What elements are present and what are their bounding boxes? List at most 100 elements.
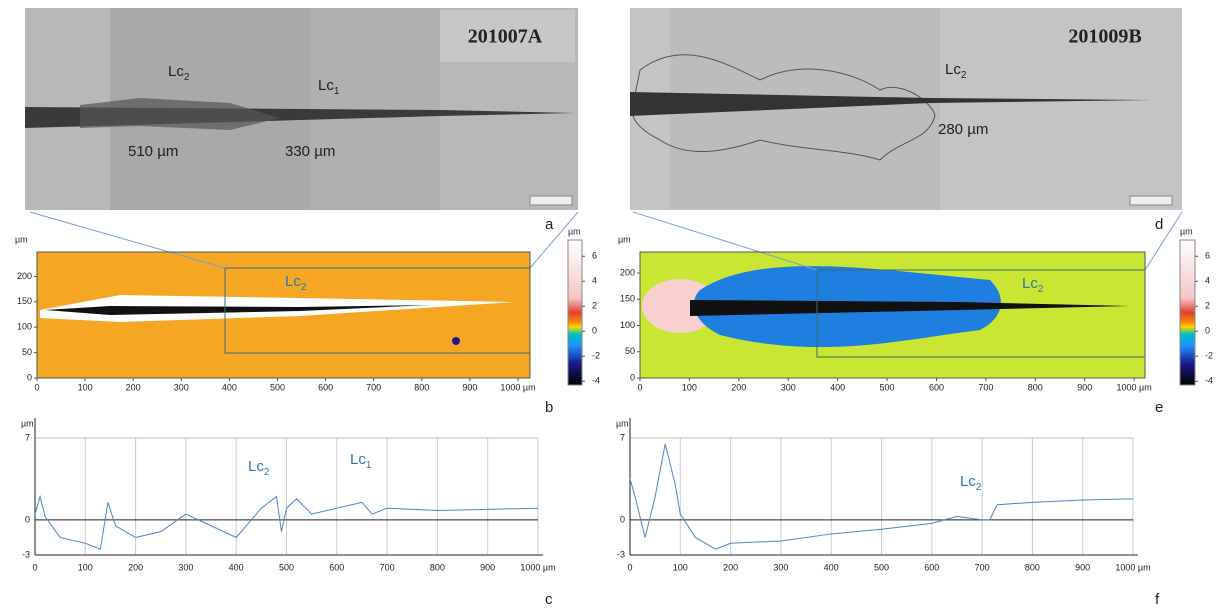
x-tick-label: 900 [480,562,495,572]
x-tick-label: 500 [874,562,889,572]
x-tick-label: 300 [781,382,796,392]
x-tick-label: 700 [975,562,990,572]
panel-label: c [545,591,553,608]
x-tick-label: 500 [279,562,294,572]
x-tick-label: 1000 µm [1117,382,1152,392]
y-tick-label: 0 [630,372,635,382]
panel-label: d [1155,216,1163,233]
annotation-sub: 2 [184,72,190,83]
heatmap-e [632,211,1183,378]
distance: 510 µm [128,143,178,160]
x-tick-label: 600 [329,562,344,572]
colorbar [1179,239,1196,386]
x-tick-label: 200 [128,562,143,572]
x-tick-label: 400 [229,562,244,572]
y-tick-label: 200 [17,271,32,281]
x-tick-label: 900 [462,382,477,392]
y-tick-label: 150 [17,296,32,306]
distance: 330 µm [285,143,335,160]
axis-unit: µm [618,234,631,244]
micrograph-d [630,8,1182,210]
x-tick-label: 700 [978,382,993,392]
y-tick-label: 100 [620,320,635,330]
x-tick-label: 900 [1075,562,1090,572]
x-tick-label: 0 [34,382,39,392]
colorbar-unit: µm [1180,226,1193,236]
annotation: Lc2 [960,473,982,493]
x-tick-label: 1000 µm [1115,562,1150,572]
x-tick-label: 1000 µm [500,382,535,392]
x-tick-label: 0 [627,562,632,572]
colorbar-unit: µm [568,226,581,236]
colorbar-tick-label: 6 [592,251,597,261]
x-tick-label: 900 [1077,382,1092,392]
colorbar-tick-label: -4 [592,376,600,386]
colorbar-tick-label: 2 [1205,301,1210,311]
x-tick-label: 400 [824,562,839,572]
x-tick-label: 700 [366,382,381,392]
annotation-sub: 2 [264,467,270,478]
y-tick-label: 50 [625,346,635,356]
x-tick-label: 100 [682,382,697,392]
panel-label: b [545,399,553,416]
colorbar-tick-label: -2 [1205,351,1213,361]
x-tick-label: 0 [32,562,37,572]
x-tick-label: 300 [178,562,193,572]
x-tick-label: 500 [270,382,285,392]
y-tick-label: -3 [22,549,30,559]
y-tick-label: 200 [620,267,635,277]
axis-unit: µm [15,234,28,244]
sample-id: 201007A [468,26,543,48]
y-tick-label: 0 [25,514,30,524]
colorbar-tick-label: -4 [1205,376,1213,386]
x-tick-label: 600 [318,382,333,392]
colorbar-tick-label: -2 [592,351,600,361]
x-tick-label: 300 [773,562,788,572]
x-tick-label: 800 [430,562,445,572]
axis-unit: µm [21,418,34,428]
axis-unit: µm [616,418,629,428]
y-tick-label: -3 [617,549,625,559]
colorbar-tick-label: 0 [1205,326,1210,336]
map-frame [639,251,1146,379]
annotation-sub: 2 [961,70,967,81]
x-tick-label: 200 [723,562,738,572]
y-tick-label: 0 [27,372,32,382]
annotation-sub: 2 [1038,284,1044,295]
y-tick-label: 7 [620,432,625,442]
y-tick-label: 150 [620,294,635,304]
annotation: Lc2 [248,458,270,478]
y-tick-label: 0 [620,514,625,524]
x-tick-label: 600 [924,562,939,572]
x-tick-label: 100 [673,562,688,572]
x-tick-label: 100 [78,382,93,392]
x-tick-label: 100 [78,562,93,572]
micrograph-a [25,8,578,210]
colorbar-tick-label: 0 [592,326,597,336]
x-tick-label: 700 [380,562,395,572]
x-tick-label: 400 [830,382,845,392]
profile-line [34,494,539,550]
x-tick-label: 500 [880,382,895,392]
annotation-sub: 2 [301,282,307,293]
map-frame [36,251,531,379]
sample-id: 201009B [1068,26,1141,48]
colorbar-tick-label: 6 [1205,251,1210,261]
colorbar-tick-label: 4 [592,276,597,286]
y-tick-label: 100 [17,322,32,332]
heatmap-b [29,211,579,378]
x-tick-label: 1000 µm [520,562,555,572]
distance: 280 µm [938,121,988,138]
x-tick-label: 800 [1028,382,1043,392]
panel-label: e [1155,399,1163,416]
annotation-sub: 1 [366,460,372,471]
annotation-sub: 2 [976,482,982,493]
x-tick-label: 800 [414,382,429,392]
y-tick-label: 50 [22,347,32,357]
annotation: Lc1 [350,451,372,471]
colorbar [567,239,583,386]
x-tick-label: 800 [1025,562,1040,572]
x-tick-label: 300 [174,382,189,392]
profile-line [629,443,1134,550]
